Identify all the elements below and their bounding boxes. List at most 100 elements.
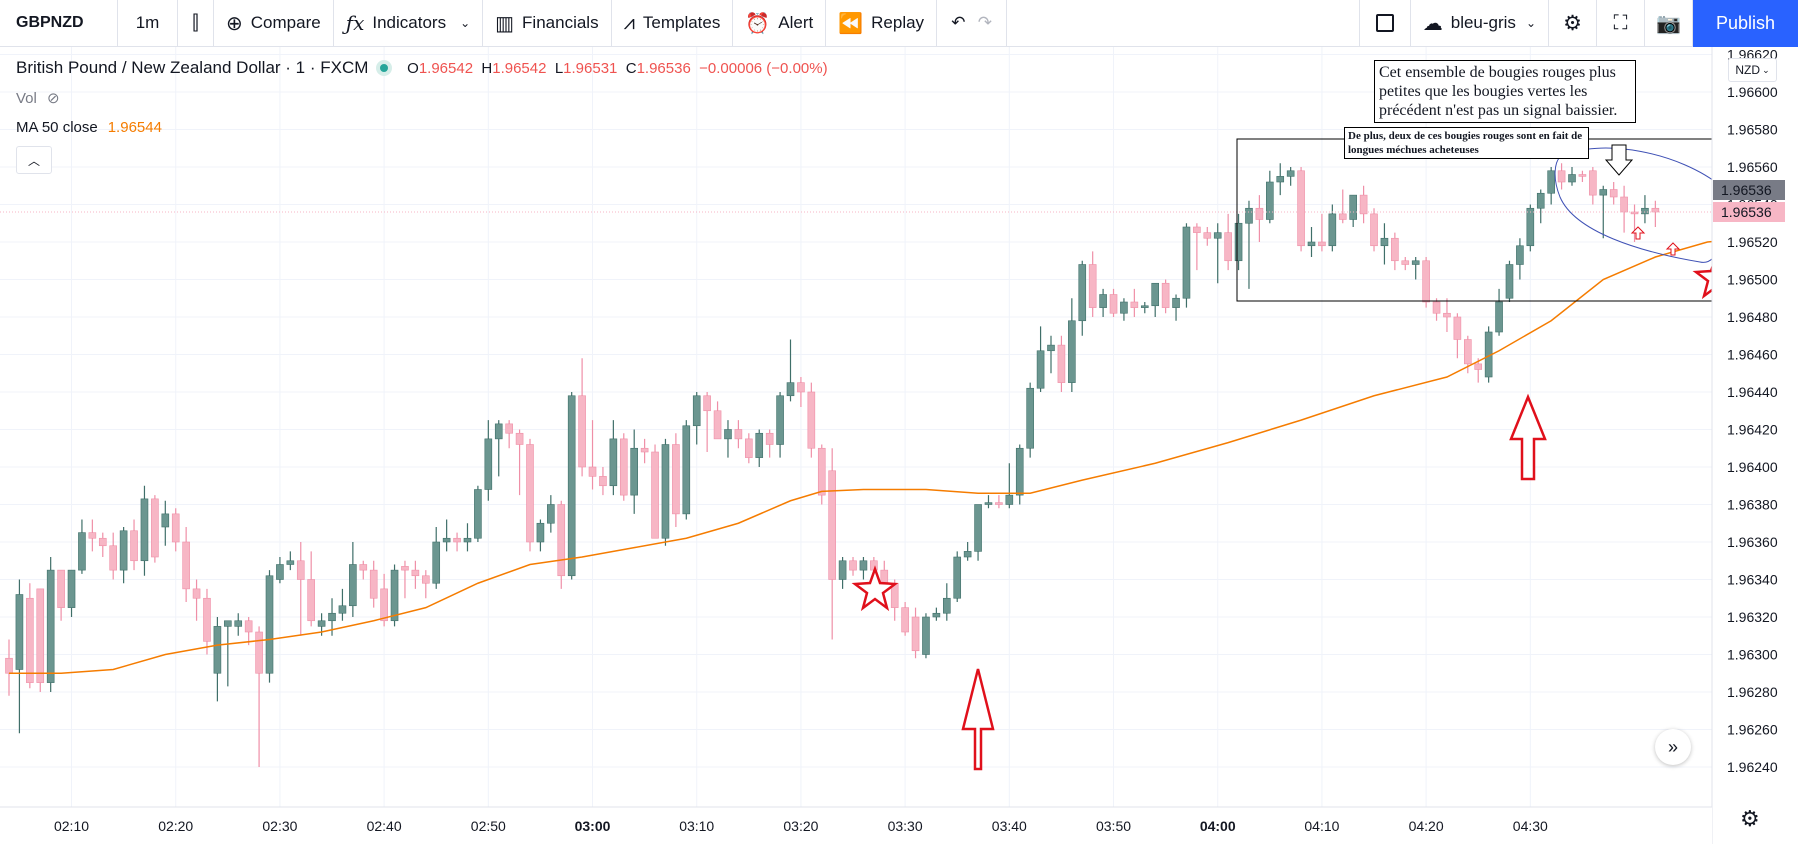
redo-icon[interactable]: ↷ <box>977 13 992 32</box>
indicators-label: Indicators <box>372 13 447 32</box>
candle <box>463 523 472 552</box>
publish-button[interactable]: Publish <box>1693 0 1798 47</box>
candle-body <box>995 502 1003 505</box>
candle <box>765 429 774 458</box>
scroll-to-realtime-button[interactable]: » <box>1655 729 1691 765</box>
symbol-button[interactable]: GBPNZD <box>0 0 118 46</box>
candle-body <box>828 470 836 580</box>
candle <box>1286 167 1295 186</box>
candle-body <box>765 432 774 445</box>
eye-off-icon[interactable]: ⊘ <box>47 90 60 107</box>
candle <box>474 485 482 542</box>
candle <box>1349 194 1357 227</box>
replay-button[interactable]: ⏪ Replay <box>826 0 938 46</box>
candle-body <box>797 382 805 393</box>
candle <box>1088 251 1097 317</box>
axis-settings-button[interactable]: ⚙ <box>1740 806 1760 832</box>
candle-body <box>151 498 159 558</box>
price-tick-label: 1.96520 <box>1727 234 1778 250</box>
undo-icon[interactable]: ↶ <box>951 13 966 32</box>
candles <box>5 163 1660 767</box>
snapshot-button[interactable]: 📷 <box>1645 0 1693 46</box>
candle-body <box>140 498 149 562</box>
candle-body <box>1609 189 1618 198</box>
candle-body <box>192 588 201 599</box>
candle-body <box>213 626 222 674</box>
layout-button[interactable]: ☁ bleu-gris ⌄ <box>1411 0 1549 46</box>
candle <box>1036 326 1045 392</box>
annotation-text-secondary[interactable]: De plus, deux de ces bougies rouges sont… <box>1344 127 1589 159</box>
candle <box>734 420 743 449</box>
fullscreen-layout-button[interactable] <box>1358 0 1411 46</box>
ellipse-highlight <box>1554 147 1726 263</box>
candle-body <box>1557 170 1566 183</box>
candle-body <box>651 451 659 539</box>
candle <box>901 602 909 636</box>
volume-legend[interactable]: Vol ⊘ <box>16 89 60 107</box>
ohlc-values: O1.96542 H1.96542 L1.96531 C1.96536 −0.0… <box>407 60 827 77</box>
candle <box>630 429 639 514</box>
candle-body <box>901 607 909 633</box>
candle-body <box>171 513 180 543</box>
alert-button[interactable]: ⏰ Alert <box>733 0 827 46</box>
layout-name: bleu-gris <box>1450 13 1516 32</box>
candle-body <box>859 560 868 571</box>
candle-body <box>328 612 336 622</box>
candle <box>67 569 76 617</box>
candle-body <box>1349 194 1357 220</box>
candle <box>26 583 34 689</box>
candle <box>119 527 128 584</box>
candle <box>276 557 284 584</box>
candle <box>390 564 399 627</box>
collapse-legend-button[interactable]: ︿ <box>16 146 52 174</box>
candle-body <box>1411 260 1420 265</box>
square-icon <box>1375 14 1394 32</box>
candle-body <box>1245 207 1253 224</box>
fullscreen-button[interactable]: ⛶ <box>1597 0 1645 46</box>
candle <box>1495 288 1503 336</box>
candle <box>1453 313 1462 359</box>
candle <box>1547 167 1555 205</box>
candle-body <box>1391 237 1399 262</box>
candle-body <box>380 588 388 622</box>
candle-body <box>401 566 409 571</box>
up-arrow-small-icon <box>1630 226 1646 240</box>
candle-body <box>984 502 993 505</box>
candle-body <box>1255 207 1264 220</box>
candle <box>1401 257 1410 271</box>
candle-body <box>692 395 701 427</box>
candle <box>1078 260 1087 336</box>
chart-type-button[interactable]: ⫿ <box>178 0 214 46</box>
currency-selector[interactable]: NZD ⌄ <box>1728 58 1777 82</box>
price-tick-label: 1.96600 <box>1727 84 1778 100</box>
candle <box>1443 298 1451 332</box>
candle-body <box>317 620 326 627</box>
chevron-down-icon: ⌄ <box>1525 16 1536 30</box>
financials-button[interactable]: ▥ Financials <box>483 0 612 46</box>
candle-body <box>1078 264 1087 322</box>
candle-body <box>963 551 972 558</box>
candle-body <box>1474 363 1483 370</box>
indicators-button[interactable]: ƒx Indicators ⌄ <box>334 0 484 46</box>
compare-button[interactable]: ⊕ Compare <box>214 0 334 46</box>
candle <box>505 420 513 449</box>
price-tick-label: 1.96480 <box>1727 309 1778 325</box>
candle-body <box>786 382 795 397</box>
ma-legend[interactable]: MA 50 close 1.96544 <box>16 119 162 136</box>
interval-button[interactable]: 1m <box>118 0 178 46</box>
candle-body <box>1036 350 1045 389</box>
settings-button[interactable]: ⚙ <box>1549 0 1597 46</box>
plus-circle-icon: ⊕ <box>226 12 243 35</box>
chevron-up-icon: ︿ <box>27 153 40 168</box>
candle-body <box>1120 301 1128 314</box>
candle-body <box>307 579 315 622</box>
price-axis[interactable]: 1.966201.966001.965801.965601.965401.965… <box>1711 47 1798 844</box>
time-axis[interactable]: 02:10 02:20 02:30 02:40 02:50 03:00 03:10 03:20… <box>0 806 1712 844</box>
price-chart[interactable]: 1.966201.966001.965801.965601.965401.965… <box>0 47 1798 844</box>
annotation-text-main[interactable]: Cet ensemble de bougies rouges plus peti… <box>1374 60 1636 123</box>
candle <box>5 639 13 696</box>
candle-body <box>1641 207 1649 215</box>
candle <box>932 607 941 621</box>
templates-button[interactable]: ⩘ Templates <box>612 0 734 46</box>
candle-body <box>526 444 534 543</box>
